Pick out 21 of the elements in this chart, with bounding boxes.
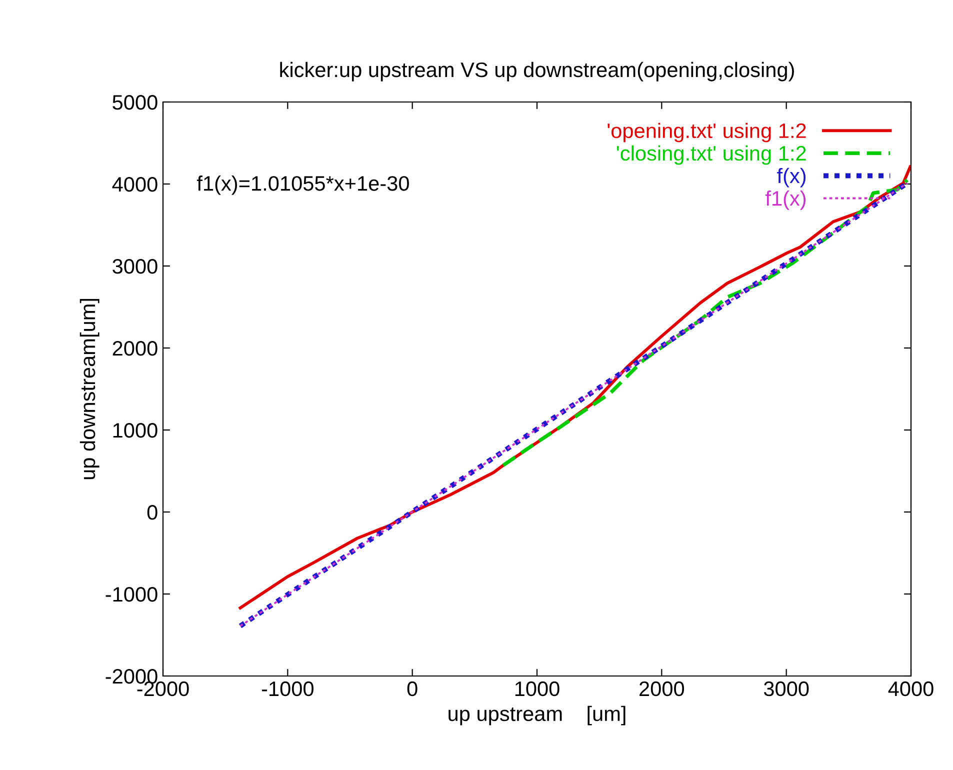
legend-label: f1(x)	[765, 190, 806, 210]
x-tick-label: 3000	[764, 681, 809, 696]
y-tick-label: 0	[147, 505, 158, 520]
y-tick-label: 5000	[112, 95, 158, 110]
x-tick-label: 0	[407, 681, 418, 696]
y-axis-title: up downstream[um]	[80, 299, 100, 480]
x-tick-label: 1000	[515, 681, 560, 696]
x-tick-label: 4000	[888, 681, 934, 696]
y-tick-label: -1000	[106, 587, 158, 602]
legend-label: 'opening.txt' using 1:2	[608, 122, 806, 142]
legend-label: f(x)	[777, 168, 806, 188]
x-tick-label: 2000	[640, 681, 684, 696]
y-tick-label: 4000	[112, 177, 158, 192]
chart-title: kicker:up upstream VS up downstream(opening,closing)	[280, 62, 794, 82]
x-axis-title: up upstream [um]	[448, 706, 626, 726]
legend-label: 'closing.txt' using 1:2	[616, 145, 806, 165]
y-tick-label: 2000	[112, 341, 158, 356]
y-tick-label: 1000	[113, 423, 158, 438]
annotation: f1(x)=1.01055*x+1e-30	[196, 176, 409, 195]
y-tick-label: 3000	[112, 259, 158, 274]
x-tick-label: -1000	[262, 681, 314, 696]
